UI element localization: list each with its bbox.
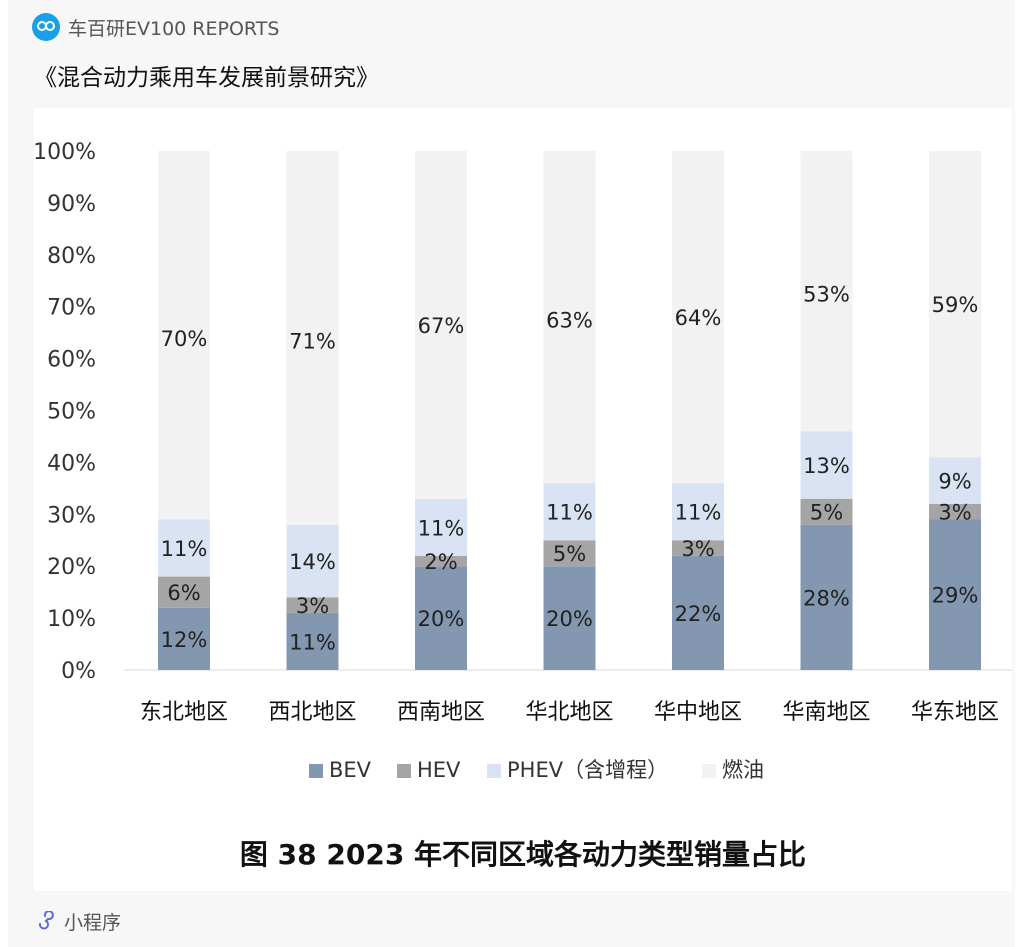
data-label: 59% — [932, 293, 979, 317]
data-label: 71% — [289, 329, 336, 353]
chart-figure: 0% 10% 20% 30% 40% 50% 60% 70% 80% 90% 100% 12% 6% 11… — [33, 108, 1012, 891]
source-name: 车百研EV100 REPORTS — [68, 17, 280, 40]
bar-segment — [543, 540, 596, 567]
article-title: 《混合动力乘用车发展前景研究》 — [34, 65, 379, 91]
bar-segment — [543, 566, 596, 670]
data-label: 5% — [810, 501, 843, 525]
chart-title: 图 38 2023 年不同区域各动力类型销量占比 — [240, 838, 806, 871]
bar-segment — [158, 156, 210, 520]
y-tick-label: 70% — [47, 296, 96, 321]
y-tick-label: 80% — [47, 244, 96, 269]
legend-label: 燃油 — [722, 758, 764, 782]
miniprogram-icon — [39, 911, 54, 930]
ev100-logo-icon — [32, 13, 60, 41]
bar-segment — [929, 151, 981, 458]
bar-segment — [800, 431, 853, 499]
data-label: 63% — [546, 309, 593, 333]
data-label: 14% — [289, 550, 336, 574]
miniprogram-link[interactable]: 小程序 — [36, 906, 121, 936]
data-label: 3% — [296, 594, 329, 618]
data-label: 3% — [938, 501, 971, 525]
data-label: 11% — [418, 516, 465, 540]
bar-segment — [800, 498, 853, 525]
data-label: 67% — [418, 314, 465, 338]
article-card: 车百研EV100 REPORTS 《混合动力乘用车发展前景研究》 0% 10% 20… — [8, 0, 1015, 947]
y-tick-label: 30% — [47, 503, 96, 528]
bar-segment — [672, 483, 724, 541]
legend-label: HEV — [417, 758, 461, 782]
y-tick-label: 0% — [61, 659, 96, 684]
legend-swatch — [702, 764, 716, 778]
bar-segment — [672, 151, 724, 484]
bar-segment — [543, 483, 596, 541]
x-tick-label: 西南地区 — [397, 700, 485, 725]
y-tick-label: 40% — [47, 451, 96, 476]
bar-segment — [286, 597, 339, 613]
x-tick-label: 东北地区 — [140, 700, 228, 725]
legend-swatch — [309, 764, 323, 778]
data-label: 5% — [553, 542, 586, 566]
bar-segment — [158, 576, 210, 608]
bar-segment — [158, 607, 210, 670]
bar-segment — [929, 519, 981, 670]
bar-segment — [543, 156, 596, 484]
source-header[interactable]: 车百研EV100 REPORTS — [32, 12, 279, 42]
bar-segment — [158, 151, 210, 157]
bar-segment — [158, 519, 210, 577]
data-label: 29% — [932, 584, 979, 608]
bar-segment — [672, 540, 724, 556]
bar-segment — [800, 524, 853, 670]
x-tick-label: 华东地区 — [911, 700, 999, 725]
y-tick-label: 100% — [34, 140, 96, 165]
bar-segment — [929, 503, 981, 520]
bar-segment — [800, 156, 853, 432]
data-label: 11% — [675, 501, 722, 525]
x-tick-label: 华北地区 — [525, 700, 613, 725]
data-label: 28% — [803, 586, 850, 610]
bar-segment — [286, 151, 339, 157]
y-tick-label: 20% — [47, 555, 96, 580]
data-label: 53% — [803, 283, 850, 307]
bar-segment — [672, 555, 724, 670]
data-label: 6% — [167, 581, 200, 605]
y-tick-label: 10% — [47, 607, 96, 632]
data-label: 9% — [938, 470, 971, 494]
data-label: 11% — [289, 630, 336, 654]
bar-segment — [286, 524, 339, 598]
y-tick-label: 60% — [47, 348, 96, 373]
data-label: 64% — [675, 306, 722, 330]
miniprogram-label: 小程序 — [64, 911, 122, 934]
bar-segment — [543, 151, 596, 157]
data-label: 20% — [418, 607, 465, 631]
legend-label: BEV — [329, 758, 372, 782]
y-tick-label: 90% — [47, 192, 96, 217]
bar-segment — [929, 457, 981, 504]
bar-segment — [415, 566, 467, 670]
bar-segment — [415, 498, 467, 556]
data-label: 11% — [161, 537, 208, 561]
data-label: 2% — [424, 550, 457, 574]
data-label: 13% — [803, 454, 850, 478]
data-label: 70% — [161, 327, 208, 351]
data-label: 3% — [681, 537, 714, 561]
data-label: 11% — [546, 501, 593, 525]
data-label: 20% — [546, 607, 593, 631]
bar-segment — [286, 156, 339, 525]
legend-label: PHEV（含增程） — [507, 758, 668, 782]
x-tick-label: 西北地区 — [268, 700, 356, 725]
bar-segment — [415, 555, 467, 567]
stacked-bar-chart: 0% 10% 20% 30% 40% 50% 60% 70% 80% 90% 100% 12% 6% 11… — [33, 140, 1012, 871]
bar-segment — [800, 151, 853, 157]
data-label: 22% — [675, 602, 722, 626]
bar-segment — [415, 151, 467, 499]
y-tick-label: 50% — [47, 400, 96, 425]
bar-segment — [286, 612, 339, 670]
legend-swatch — [487, 764, 501, 778]
data-label: 12% — [161, 628, 208, 652]
x-tick-label: 华中地区 — [654, 700, 742, 725]
legend-swatch — [397, 764, 411, 778]
x-tick-label: 华南地区 — [782, 700, 870, 725]
